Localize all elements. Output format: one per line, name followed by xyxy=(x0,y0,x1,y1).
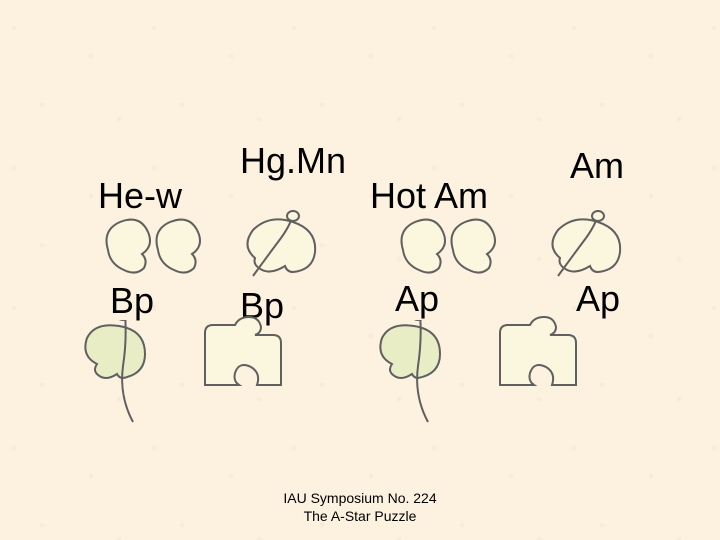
piece-jig-2 xyxy=(490,315,590,405)
piece-knob-2 xyxy=(540,210,640,290)
label-hgmn: Hg.Mn xyxy=(240,140,346,182)
piece-quote-1 xyxy=(100,210,220,290)
piece-jig-1 xyxy=(195,315,295,405)
piece-stem-1 xyxy=(75,320,175,440)
footer-line-2: The A-Star Puzzle xyxy=(304,508,417,524)
footer: IAU Symposium No. 224 The A-Star Puzzle xyxy=(0,490,720,525)
footer-line-1: IAU Symposium No. 224 xyxy=(283,490,436,506)
piece-quote-2 xyxy=(395,210,515,290)
label-am: Am xyxy=(570,145,624,187)
piece-stem-2 xyxy=(370,320,470,440)
piece-knob-1 xyxy=(235,210,335,290)
